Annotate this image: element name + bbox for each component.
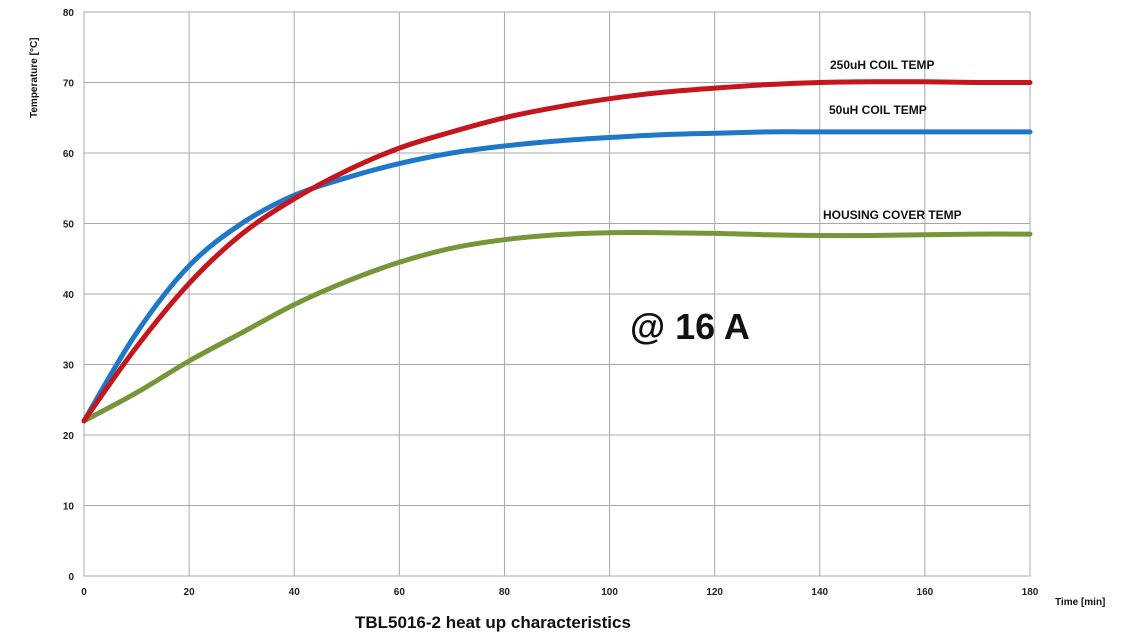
- y-tick-label: 20: [63, 431, 75, 442]
- series-line-50uh-coil: [81, 129, 1033, 424]
- x-tick-label: 160: [917, 587, 934, 598]
- gridlines: [83, 11, 1031, 577]
- y-tick-label: 40: [63, 290, 75, 301]
- x-tick-label: 60: [394, 587, 406, 598]
- x-tick-label: 140: [811, 587, 828, 598]
- y-tick-label: 60: [63, 149, 75, 160]
- x-tick-label: 80: [499, 587, 511, 598]
- y-tick-label: 30: [63, 361, 75, 372]
- y-tick-label: 0: [68, 572, 74, 583]
- series-label-50uh: 50uH COIL TEMP: [829, 103, 927, 117]
- series-lines: [81, 79, 1033, 424]
- y-axis-title: Temperature [°C]: [29, 38, 40, 119]
- y-tick-label: 80: [63, 8, 75, 19]
- series-line-housing-cover: [81, 229, 1033, 424]
- series-label-250uh: 250uH COIL TEMP: [830, 58, 934, 72]
- y-tick-label: 70: [63, 79, 75, 90]
- y-tick-label: 50: [63, 220, 75, 231]
- series-line-250uh-coil: [81, 79, 1033, 424]
- x-tick-label: 100: [601, 587, 618, 598]
- x-axis-title: Time [min]: [1055, 597, 1105, 608]
- x-tick-label: 0: [81, 587, 87, 598]
- x-tick-label: 180: [1022, 587, 1039, 598]
- x-tick-label: 120: [706, 587, 723, 598]
- y-tick-label: 10: [63, 502, 75, 513]
- current-annotation: @ 16 A: [630, 306, 750, 347]
- x-tick-labels: 0 20 40 60 80 100 120 140 160 180: [81, 587, 1039, 598]
- y-tick-labels: 0 10 20 30 40 50 60 70 80: [63, 8, 75, 583]
- x-tick-label: 40: [289, 587, 301, 598]
- series-label-housing: HOUSING COVER TEMP: [823, 208, 962, 222]
- chart-title: TBL5016-2 heat up characteristics: [355, 613, 631, 632]
- x-tick-label: 20: [184, 587, 196, 598]
